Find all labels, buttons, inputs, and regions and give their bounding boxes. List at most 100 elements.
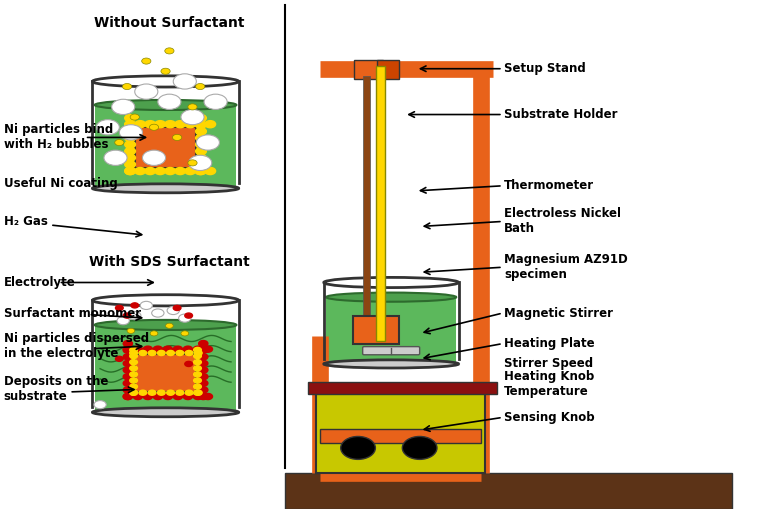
FancyBboxPatch shape: [354, 60, 383, 79]
Circle shape: [127, 328, 135, 333]
Circle shape: [135, 167, 146, 175]
Ellipse shape: [92, 76, 239, 87]
Circle shape: [199, 354, 208, 360]
Circle shape: [196, 128, 206, 135]
Circle shape: [129, 353, 137, 358]
Circle shape: [153, 393, 162, 400]
Circle shape: [199, 374, 208, 380]
Circle shape: [119, 125, 142, 140]
Circle shape: [140, 301, 152, 309]
Circle shape: [199, 380, 208, 386]
Circle shape: [163, 346, 172, 352]
Text: Ni particles bind
with H₂ bubbles: Ni particles bind with H₂ bubbles: [4, 123, 113, 152]
Circle shape: [123, 393, 132, 400]
Text: Surfactant monomer: Surfactant monomer: [4, 306, 141, 320]
Circle shape: [199, 347, 208, 353]
Circle shape: [143, 346, 152, 352]
FancyBboxPatch shape: [95, 325, 236, 411]
FancyBboxPatch shape: [363, 76, 370, 341]
Circle shape: [129, 384, 137, 389]
Circle shape: [193, 393, 203, 400]
Circle shape: [195, 121, 206, 128]
Circle shape: [122, 83, 132, 90]
Circle shape: [123, 380, 132, 386]
Circle shape: [186, 390, 193, 395]
Circle shape: [125, 161, 136, 168]
Circle shape: [133, 346, 142, 352]
Circle shape: [152, 309, 164, 317]
Circle shape: [123, 387, 132, 393]
Circle shape: [123, 367, 132, 373]
Circle shape: [173, 393, 182, 400]
Ellipse shape: [403, 437, 437, 459]
Circle shape: [155, 121, 166, 128]
Circle shape: [125, 134, 136, 142]
Circle shape: [123, 354, 132, 360]
Text: Deposits on the
substrate: Deposits on the substrate: [4, 375, 109, 404]
Circle shape: [196, 161, 206, 168]
Ellipse shape: [326, 293, 456, 302]
FancyBboxPatch shape: [316, 392, 485, 473]
Circle shape: [116, 356, 123, 361]
Circle shape: [163, 393, 172, 400]
Circle shape: [179, 314, 191, 322]
Circle shape: [131, 303, 139, 308]
Text: Useful Ni coating: Useful Ni coating: [4, 177, 118, 190]
Circle shape: [149, 351, 156, 355]
Circle shape: [129, 351, 137, 355]
Circle shape: [196, 148, 206, 155]
Circle shape: [194, 359, 202, 364]
Circle shape: [94, 401, 106, 409]
Circle shape: [125, 167, 136, 175]
Circle shape: [176, 390, 184, 395]
Circle shape: [196, 134, 206, 142]
Circle shape: [123, 360, 132, 366]
Circle shape: [115, 139, 124, 146]
Circle shape: [185, 167, 196, 175]
FancyBboxPatch shape: [353, 316, 399, 344]
Circle shape: [196, 167, 206, 175]
Text: With SDS Surfactant: With SDS Surfactant: [89, 255, 249, 269]
Circle shape: [183, 346, 192, 352]
Ellipse shape: [92, 408, 239, 417]
Circle shape: [165, 167, 176, 175]
FancyBboxPatch shape: [377, 60, 399, 79]
Text: Electrolyte: Electrolyte: [4, 276, 75, 289]
Circle shape: [155, 167, 166, 175]
Circle shape: [96, 120, 119, 135]
Circle shape: [167, 306, 179, 315]
Circle shape: [194, 353, 202, 358]
Circle shape: [205, 121, 216, 128]
Circle shape: [167, 351, 175, 355]
Circle shape: [123, 393, 132, 400]
Circle shape: [129, 347, 137, 352]
Circle shape: [149, 124, 159, 130]
Text: Electroless Nickel
Bath: Electroless Nickel Bath: [504, 207, 621, 236]
Circle shape: [196, 83, 205, 90]
Circle shape: [158, 94, 181, 109]
Text: Substrate Holder: Substrate Holder: [504, 108, 618, 121]
Circle shape: [125, 115, 136, 122]
Circle shape: [129, 372, 137, 377]
Circle shape: [194, 347, 202, 352]
Circle shape: [196, 115, 206, 122]
Circle shape: [196, 141, 206, 148]
Circle shape: [150, 331, 158, 336]
Circle shape: [175, 167, 186, 175]
Circle shape: [173, 346, 182, 352]
Circle shape: [135, 121, 146, 128]
Text: Heating Knob
Temperature: Heating Knob Temperature: [504, 370, 594, 399]
Circle shape: [166, 323, 173, 328]
Circle shape: [196, 135, 219, 150]
Circle shape: [123, 374, 132, 380]
Circle shape: [175, 121, 186, 128]
FancyBboxPatch shape: [376, 66, 385, 341]
Circle shape: [125, 148, 136, 155]
Circle shape: [104, 150, 127, 165]
Circle shape: [183, 393, 192, 400]
Text: Magnesium AZ91D
specimen: Magnesium AZ91D specimen: [504, 253, 628, 281]
FancyBboxPatch shape: [326, 297, 456, 363]
Circle shape: [199, 367, 208, 373]
Circle shape: [143, 393, 152, 400]
Circle shape: [123, 313, 131, 318]
